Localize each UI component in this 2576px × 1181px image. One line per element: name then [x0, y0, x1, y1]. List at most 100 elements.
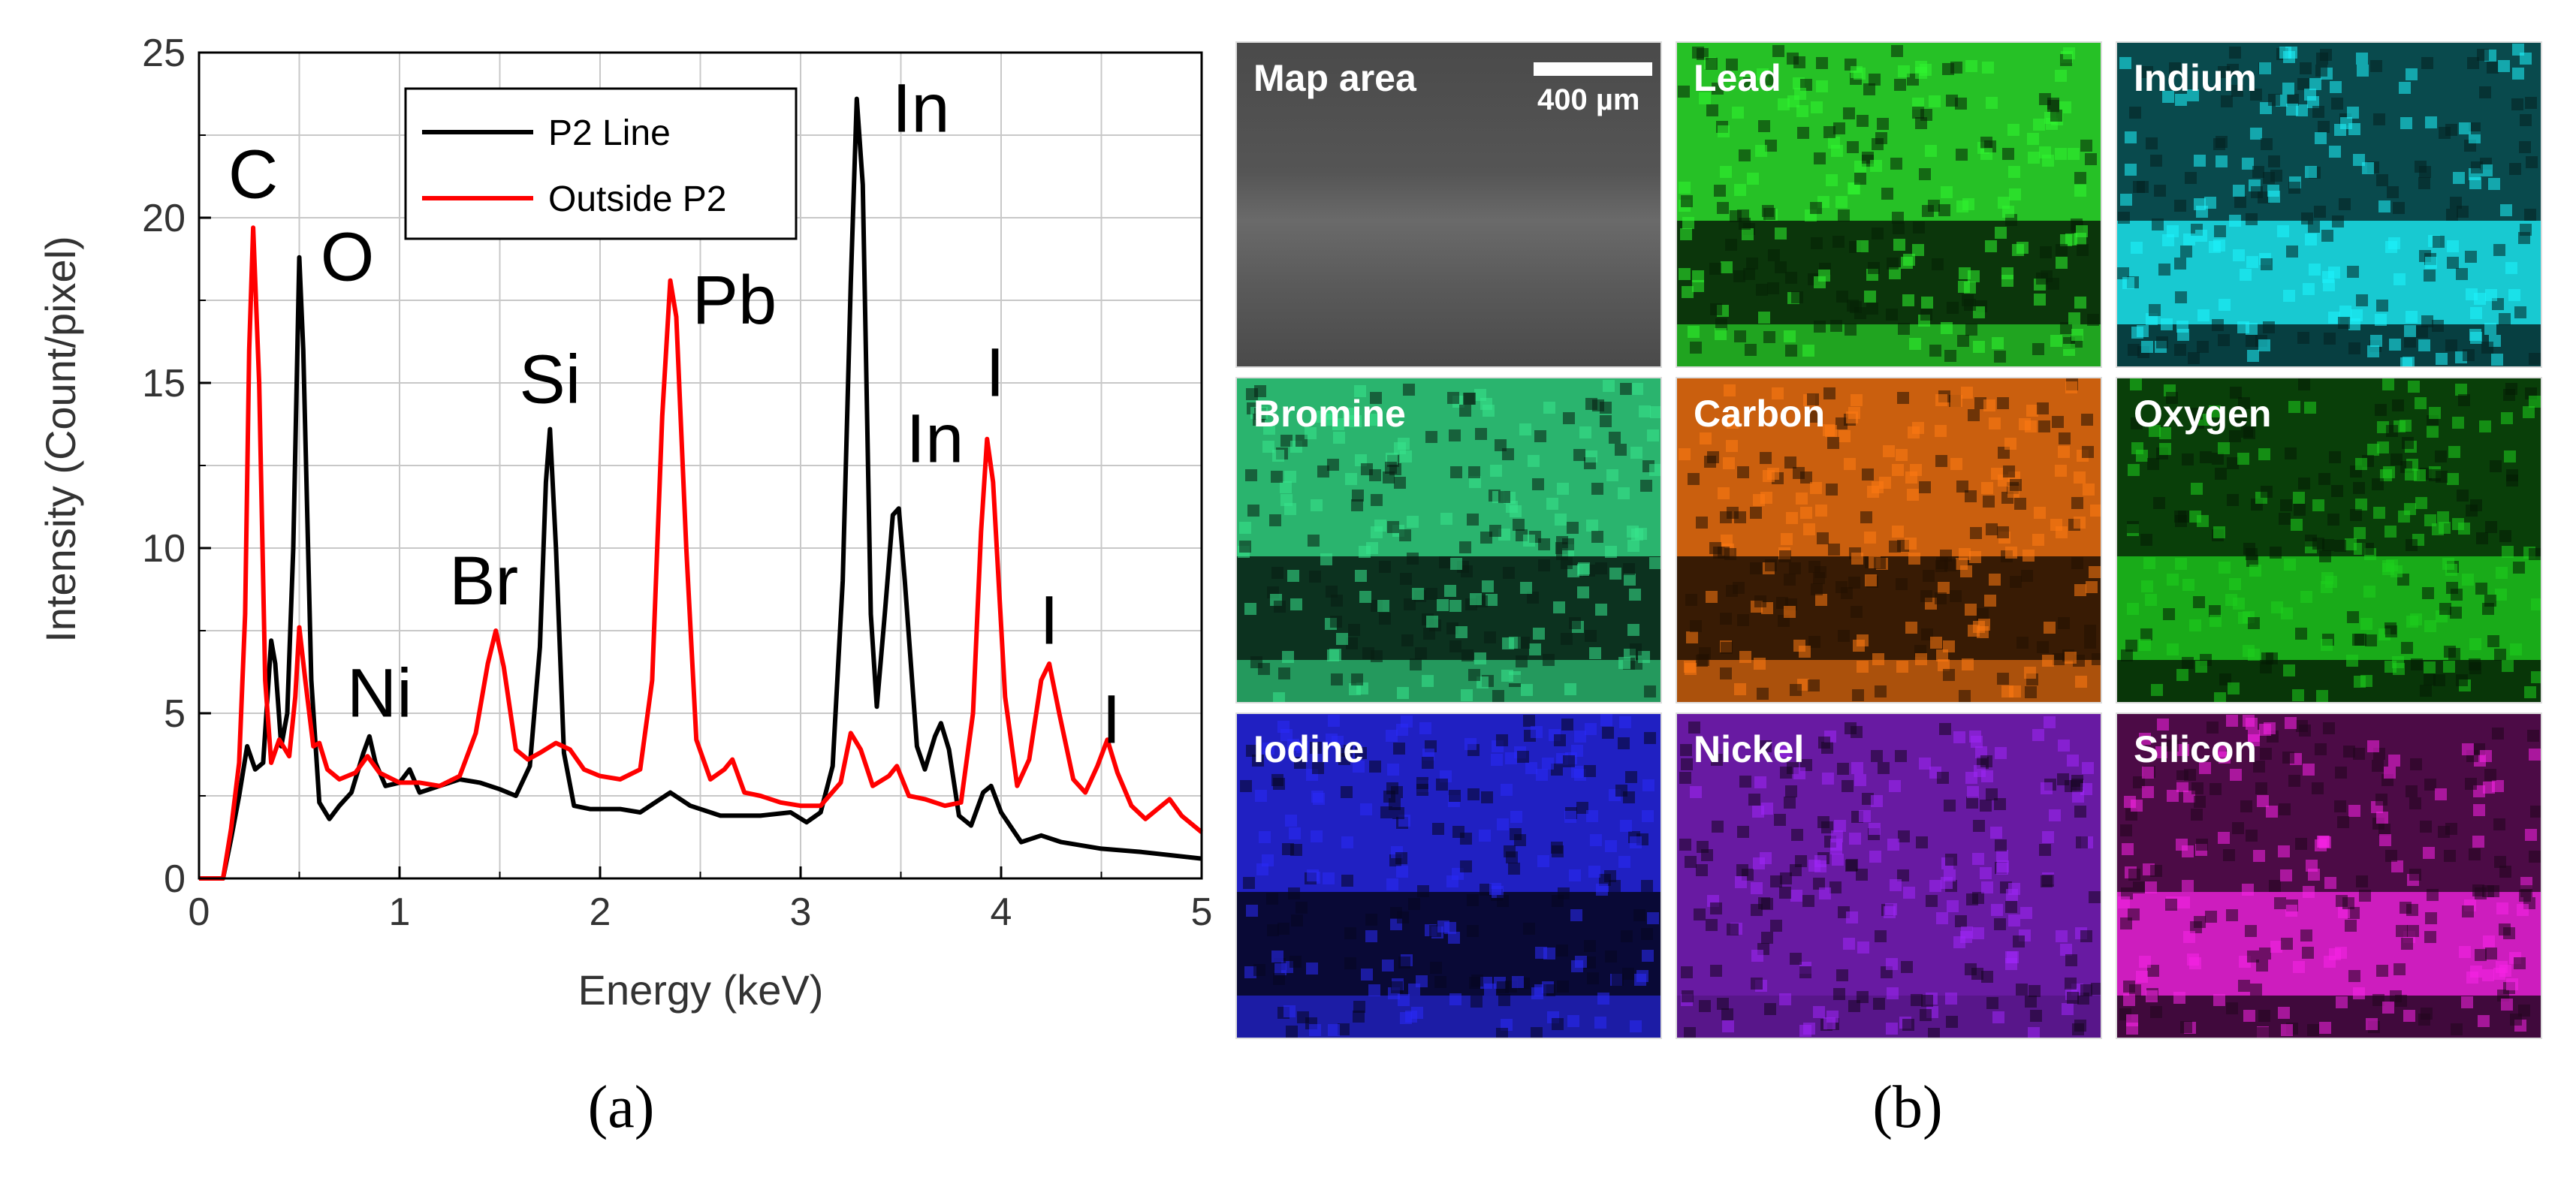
- map-noise-speck: [2372, 994, 2384, 1006]
- map-noise-speck: [2009, 188, 2021, 200]
- map-noise-speck: [2139, 639, 2151, 651]
- map-noise-speck: [1720, 511, 1732, 523]
- map-noise-speck: [1722, 1020, 1734, 1032]
- map-noise-speck: [1710, 303, 1722, 315]
- map-noise-speck: [2420, 685, 2432, 697]
- map-noise-speck: [1407, 516, 1419, 528]
- map-noise-speck: [2355, 499, 2367, 511]
- map-noise-speck: [1763, 331, 1775, 343]
- map-noise-speck: [2036, 273, 2048, 285]
- map-noise-speck: [1856, 869, 1868, 881]
- map-noise-speck: [2041, 875, 2053, 887]
- map-noise-speck: [2524, 209, 2536, 221]
- map-noise-speck: [1361, 969, 1373, 981]
- map-noise-speck: [2004, 438, 2016, 450]
- map-noise-speck: [1450, 466, 1462, 478]
- map-noise-speck: [2145, 881, 2157, 893]
- map-noise-speck: [1725, 239, 1737, 251]
- map-noise-speck: [2037, 402, 2049, 414]
- map-noise-speck: [1869, 851, 1881, 863]
- map-noise-speck: [2187, 89, 2199, 101]
- map-noise-speck: [1920, 309, 1932, 321]
- map-noise-speck: [1631, 529, 1643, 541]
- map-noise-speck: [2293, 492, 2305, 504]
- map-noise-speck: [1936, 912, 1948, 924]
- map-noise-speck: [1277, 721, 1290, 733]
- map-noise-speck: [1496, 1028, 1508, 1038]
- map-noise-speck: [1569, 617, 1581, 629]
- map-noise-speck: [2149, 425, 2161, 437]
- map-noise-speck: [1767, 282, 1779, 294]
- map-noise-speck: [2281, 607, 2293, 619]
- map-noise-speck: [1370, 392, 1382, 404]
- map-noise-speck: [2424, 779, 2436, 791]
- map-noise-speck: [1543, 984, 1555, 996]
- map-noise-speck: [1883, 445, 1895, 457]
- y-tick-label: 10: [142, 527, 186, 571]
- map-noise-speck: [1448, 932, 1460, 944]
- map-noise-speck: [1944, 350, 1956, 362]
- map-noise-speck: [2258, 448, 2270, 460]
- map-noise-speck: [1469, 476, 1481, 488]
- map-noise-speck: [2506, 475, 2518, 487]
- peak-label: I: [1102, 682, 1121, 758]
- map-noise-speck: [2058, 740, 2070, 752]
- map-noise-speck: [1929, 95, 1941, 107]
- map-noise-speck: [1750, 562, 1762, 574]
- map-noise-speck: [1596, 884, 1608, 896]
- map-noise-speck: [1781, 533, 1793, 545]
- map-noise-speck: [2188, 352, 2200, 364]
- map-noise-speck: [2123, 994, 2135, 1006]
- map-noise-speck: [2384, 767, 2396, 779]
- map-noise-speck: [2128, 869, 2140, 881]
- map-noise-speck: [2152, 218, 2164, 230]
- map-noise-speck: [2500, 204, 2512, 216]
- map-noise-speck: [1531, 726, 1543, 738]
- map-noise-speck: [2469, 131, 2481, 143]
- map-noise-speck: [1371, 526, 1383, 538]
- map-noise-speck: [1857, 634, 1869, 646]
- map-noise-speck: [1589, 647, 1601, 659]
- map-noise-speck: [1995, 839, 2007, 851]
- map-noise-speck: [1623, 791, 1635, 803]
- map-noise-speck: [2210, 615, 2222, 627]
- map-noise-speck: [1965, 60, 1977, 72]
- map-noise-speck: [1747, 173, 1759, 185]
- map-noise-speck: [1355, 570, 1367, 582]
- map-noise-speck: [2074, 471, 2086, 484]
- map-noise-speck: [1838, 209, 1850, 221]
- map-noise-speck: [2399, 82, 2411, 94]
- map-noise-speck: [1978, 619, 1990, 631]
- map-noise-speck: [1470, 996, 1483, 1008]
- map-noise-speck: [2505, 383, 2517, 395]
- map-noise-speck: [2451, 589, 2463, 601]
- map-noise-speck: [1554, 734, 1566, 746]
- map-noise-speck: [1577, 564, 1589, 576]
- map-noise-speck: [1827, 437, 1839, 449]
- map-noise-speck: [1817, 532, 1829, 544]
- map-noise-speck: [1860, 511, 1872, 523]
- map-noise-speck: [1286, 1026, 1298, 1038]
- map-noise-speck: [1909, 338, 1921, 350]
- map-noise-speck: [1819, 887, 1831, 899]
- map-noise-speck: [2041, 782, 2053, 794]
- map-noise-speck: [1382, 960, 1394, 972]
- map-noise-speck: [2315, 132, 2327, 144]
- map-noise-speck: [2393, 663, 2405, 675]
- map-noise-speck: [1778, 615, 1790, 627]
- map-noise-speck: [2080, 984, 2092, 996]
- map-noise-speck: [1835, 196, 1848, 208]
- map-noise-speck: [2167, 740, 2179, 752]
- map-noise-speck: [1739, 651, 1751, 663]
- map-noise-speck: [2382, 378, 2394, 390]
- map-noise-speck: [2167, 574, 2179, 586]
- map-noise-speck: [1944, 800, 1956, 812]
- map-noise-speck: [2476, 532, 2488, 544]
- map-noise-speck: [2410, 613, 2422, 625]
- map-noise-speck: [2257, 1027, 2269, 1038]
- map-noise-speck: [2429, 407, 2441, 419]
- map-noise-speck: [2375, 794, 2387, 806]
- map-noise-speck: [1498, 491, 1510, 503]
- map-noise-speck: [2370, 60, 2382, 72]
- map-noise-speck: [1533, 628, 1545, 640]
